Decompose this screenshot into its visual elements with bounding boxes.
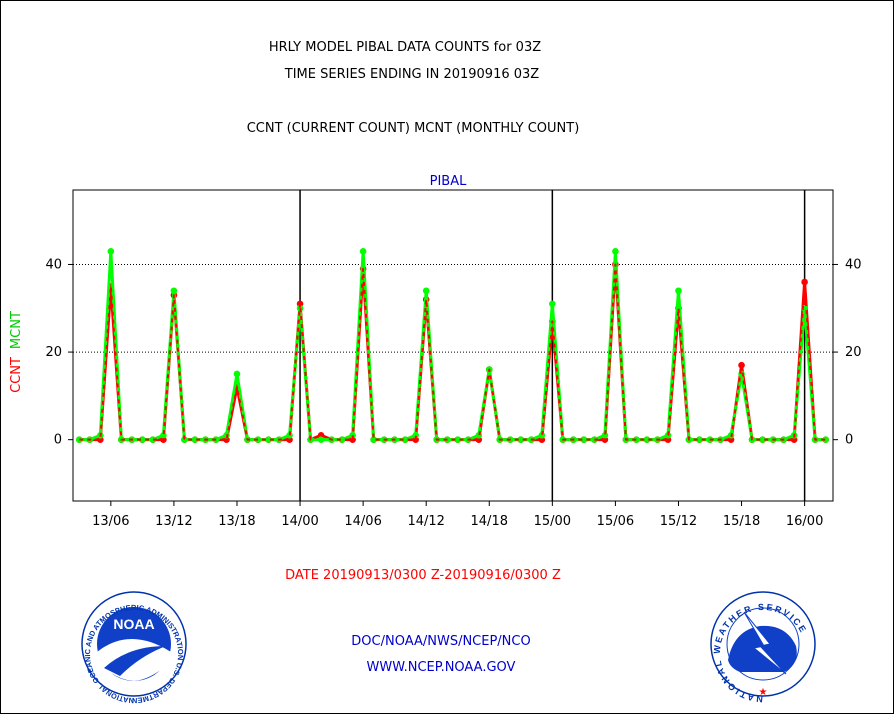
point-mcnt (612, 248, 619, 255)
site-url: WWW.NCEP.NOAA.GOV (367, 660, 516, 675)
y-tick-label-left: 0 (54, 433, 62, 448)
org-label: DOC/NOAA/NWS/NCEP/NCO (351, 634, 530, 649)
x-tick-label: 15/12 (660, 514, 697, 529)
y-tick-label-right: 40 (845, 257, 862, 272)
point-mcnt (601, 431, 609, 439)
point-mcnt (517, 436, 525, 443)
x-tick-label: 14/00 (281, 514, 318, 529)
noaa-logo: NOAA NATIONAL OCEANIC AND ATMOSPHERIC AD… (0, 0, 187, 705)
x-tick-label: 15/06 (597, 514, 634, 529)
point-mcnt (549, 300, 556, 308)
chart-title-line2: TIME SERIES ENDING IN 20190916 03Z (284, 67, 540, 82)
x-tick-label: 15/18 (723, 514, 760, 529)
plot-frame (72, 189, 834, 502)
point-mcnt (822, 436, 829, 443)
point-mcnt (191, 436, 199, 443)
point-mcnt (181, 436, 188, 443)
x-tick-label: 14/18 (471, 514, 508, 529)
point-mcnt (359, 248, 367, 255)
gridlines (73, 263, 833, 353)
point-mcnt (580, 436, 588, 443)
point-mcnt (286, 431, 293, 439)
y-tick-label-left: 40 (45, 257, 62, 272)
date-range: DATE 20190913/0300 Z-20190916/0300 Z (285, 568, 561, 583)
point-mcnt (633, 436, 640, 443)
plot-area: 0 0 20 20 40 40 13/06 13/12 13/18 14/00 14/06 14/1… (45, 189, 862, 529)
series-line-ccnt-overlay (79, 263, 826, 441)
x-tick-label: 13/06 (92, 514, 129, 529)
y-tick-label-right: 20 (845, 345, 862, 360)
point-mcnt (139, 436, 146, 443)
x-tick-label: 16/00 (786, 514, 823, 529)
point-mcnt (643, 436, 651, 443)
point-mcnt (401, 436, 409, 443)
point-mcnt (538, 431, 546, 439)
x-tick-label: 13/18 (218, 514, 255, 529)
point-mcnt (759, 436, 766, 443)
point-mcnt (412, 431, 419, 439)
day-dividers (299, 190, 806, 501)
point-mcnt (160, 431, 167, 439)
series-mcnt (76, 248, 829, 443)
series-line-mcnt (79, 249, 826, 442)
point-mcnt (454, 436, 462, 443)
y-tick-label-left: 20 (45, 345, 62, 360)
point-mcnt (265, 436, 272, 443)
point-mcnt (349, 431, 356, 439)
point-mcnt (254, 436, 262, 443)
x-tick-label: 15/00 (534, 514, 571, 529)
chart-subtitle: CCNT (CURRENT COUNT) MCNT (MONTHLY COUNT… (247, 121, 580, 136)
panel-title: PIBAL (430, 174, 467, 189)
y-label-ccnt: CCNT (9, 357, 24, 393)
chart-title-line1: HRLY MODEL PIBAL DATA COUNTS for 03Z (269, 40, 541, 55)
point-mcnt (170, 287, 178, 295)
x-ticks: 13/06 13/12 13/18 14/00 14/06 14/12 14/18 15/00… (92, 501, 823, 529)
point-mcnt (317, 436, 325, 443)
series-layer (76, 248, 829, 443)
point-mcnt (422, 287, 430, 295)
point-mcnt (107, 248, 115, 255)
x-tick-label: 14/06 (344, 514, 381, 529)
point-mcnt (675, 287, 682, 295)
point-mcnt (149, 436, 157, 443)
x-tick-label: 13/12 (155, 514, 192, 529)
nws-logo: NATIONAL WEATHER SERVICE ★ (710, 591, 816, 704)
nws-star-icon: ★ (759, 687, 768, 698)
y-ticks: 0 0 20 20 40 40 (45, 257, 861, 447)
y-label-mcnt: MCNT (9, 311, 24, 349)
x-tick-label: 14/12 (407, 514, 444, 529)
noaa-logo-label: NOAA (113, 616, 154, 632)
point-mcnt (233, 370, 241, 378)
y-tick-label-right: 0 (845, 433, 853, 448)
series-line-ccnt (79, 262, 826, 442)
y-axis-label: CCNT MCNT (9, 311, 24, 393)
point-mcnt (696, 436, 703, 443)
point-mcnt (370, 436, 377, 443)
series-ccnt (76, 261, 829, 443)
point-mcnt (338, 436, 346, 443)
